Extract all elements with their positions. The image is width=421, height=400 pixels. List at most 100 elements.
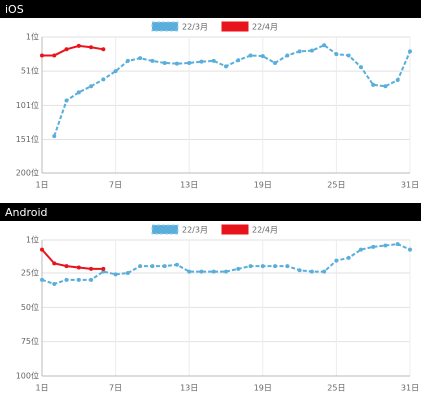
data-point (322, 269, 327, 274)
x-tick-label: 31日 (401, 384, 419, 393)
data-point (248, 53, 253, 58)
series-line (41, 243, 411, 286)
data-point (113, 69, 118, 74)
data-point (322, 43, 327, 48)
data-point (297, 268, 302, 273)
data-point (371, 82, 376, 87)
series-line (53, 44, 411, 137)
y-tick-label: 100位 (16, 371, 39, 381)
data-point (138, 264, 143, 269)
data-point (162, 264, 167, 269)
x-tick-label: 13日 (180, 181, 198, 190)
data-point (101, 47, 106, 52)
data-point (408, 49, 412, 54)
series-line (42, 44, 104, 57)
x-tick-label: 25日 (327, 181, 345, 190)
data-point (224, 269, 228, 274)
legend-swatch (151, 21, 179, 32)
data-point (76, 265, 81, 270)
data-point (89, 84, 94, 89)
legend-label: 22/4月 (252, 226, 278, 235)
x-tick-label: 25日 (327, 384, 345, 393)
y-tick-label: 75位 (21, 336, 39, 346)
data-point (395, 78, 400, 83)
data-point (211, 269, 216, 274)
data-point (224, 64, 228, 69)
data-point (89, 277, 94, 282)
x-tick-label: 19日 (254, 384, 272, 393)
x-tick-label: 13日 (180, 384, 198, 393)
y-tick-label: 50位 (21, 302, 39, 312)
data-point (174, 61, 179, 66)
x-tick-label: 1日 (35, 384, 48, 393)
data-point (113, 272, 118, 277)
legend-swatch (221, 21, 249, 32)
data-point (285, 53, 290, 58)
data-point (52, 53, 57, 58)
data-point (52, 261, 57, 266)
data-point (211, 58, 216, 63)
data-point (309, 48, 314, 53)
data-point (297, 49, 302, 54)
data-point (408, 247, 412, 252)
data-point (236, 58, 241, 63)
legend-swatch (151, 224, 179, 235)
data-point (236, 266, 241, 271)
data-point (76, 90, 81, 95)
data-point (371, 244, 376, 249)
data-point (248, 264, 253, 269)
panel-title: Android (5, 206, 48, 219)
data-point (358, 247, 363, 252)
data-point (199, 59, 204, 64)
data-point (64, 47, 69, 52)
data-point (89, 266, 94, 271)
data-point (138, 56, 143, 61)
data-point (383, 243, 388, 248)
data-point (125, 58, 130, 63)
legend-label: 22/4月 (252, 23, 278, 32)
data-point (40, 247, 44, 252)
data-point (395, 242, 400, 247)
data-point (285, 264, 290, 269)
panel-title: iOS (5, 3, 24, 16)
data-point (358, 65, 363, 70)
data-point (174, 262, 179, 267)
data-point (162, 60, 167, 65)
data-point (101, 77, 106, 82)
y-tick-label: 51位 (21, 66, 39, 76)
x-tick-label: 1日 (35, 181, 48, 190)
legend-label: 22/3月 (182, 226, 208, 235)
data-point (273, 264, 278, 269)
data-point (64, 264, 69, 269)
data-point (346, 53, 351, 58)
data-point (150, 264, 155, 269)
data-point (383, 84, 388, 89)
data-point (309, 269, 314, 274)
data-point (125, 270, 130, 275)
series-line (41, 248, 104, 270)
data-point (273, 60, 278, 65)
legend-swatch (221, 224, 249, 235)
legend-label: 22/3月 (182, 23, 208, 32)
y-tick-label: 200位 (16, 168, 39, 178)
data-point (101, 266, 106, 271)
data-point (187, 269, 192, 274)
data-point (76, 277, 81, 282)
y-tick-label: 151位 (16, 134, 39, 144)
data-point (260, 54, 265, 59)
y-tick-label: 1位 (26, 235, 39, 245)
y-tick-label: 1位 (26, 32, 39, 42)
panel-header (0, 203, 421, 221)
data-point (76, 43, 81, 48)
data-point (334, 258, 339, 263)
x-tick-label: 31日 (401, 181, 419, 190)
data-point (199, 269, 204, 274)
data-point (150, 58, 155, 63)
y-tick-label: 25位 (21, 267, 39, 277)
data-point (334, 52, 339, 57)
data-point (346, 255, 351, 260)
x-tick-label: 7日 (109, 181, 122, 190)
data-point (187, 60, 192, 65)
data-point (64, 98, 69, 103)
